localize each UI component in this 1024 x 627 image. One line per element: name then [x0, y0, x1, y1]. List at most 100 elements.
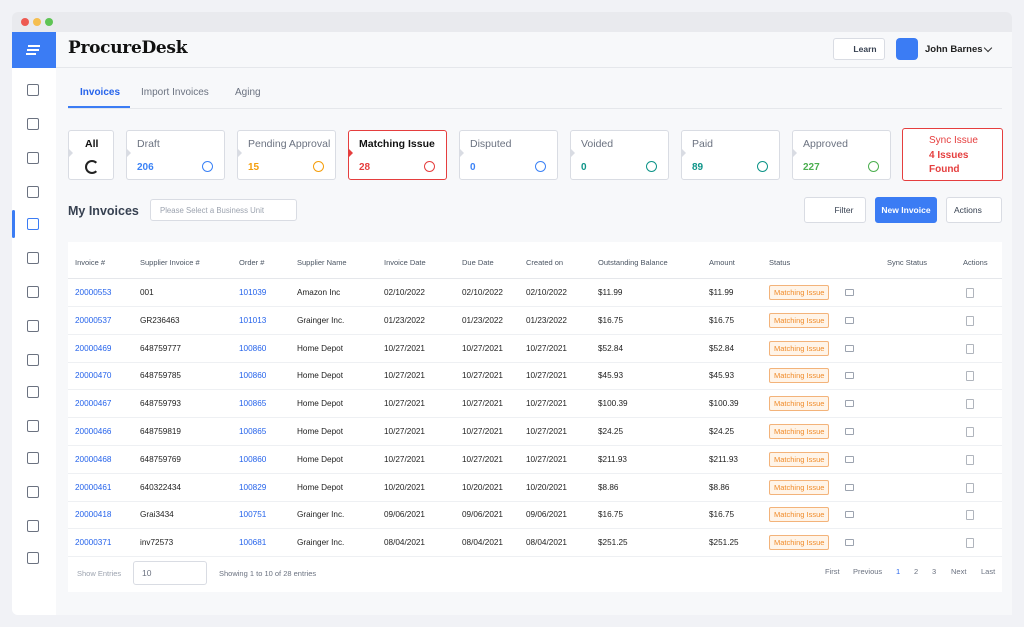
tab[interactable]: Aging [235, 87, 261, 98]
column-header[interactable]: Supplier Name [297, 258, 347, 267]
status-card[interactable]: Voided 0 [570, 130, 669, 180]
close-dot[interactable] [21, 18, 29, 26]
column-header[interactable]: Supplier Invoice # [140, 258, 200, 267]
nav-icon[interactable] [27, 520, 39, 532]
link-cell[interactable]: 100865 [239, 399, 267, 409]
delete-icon[interactable] [966, 454, 974, 465]
sync-issue-card[interactable]: Sync Issue 4 Issues Found [902, 128, 1003, 181]
actions-button[interactable]: Actions [946, 197, 1002, 223]
delete-icon[interactable] [966, 288, 974, 298]
table-cell: Home Depot [297, 454, 343, 464]
nav-icon[interactable] [27, 320, 39, 332]
nav-icon[interactable] [27, 420, 39, 432]
row-divider [68, 500, 1002, 502]
status-card[interactable]: Matching Issue 28 [348, 130, 447, 180]
nav-icon[interactable] [27, 354, 39, 366]
table-cell: $16.75 [709, 510, 735, 520]
status-card[interactable]: Draft 206 [126, 130, 225, 180]
delete-icon[interactable] [966, 427, 974, 437]
user-name[interactable]: John Barnes [925, 44, 983, 55]
nav-icon[interactable] [27, 84, 39, 96]
page-link[interactable]: Next [951, 567, 967, 576]
nav-icon[interactable] [27, 286, 39, 298]
link-cell[interactable]: 20000461 [75, 482, 112, 492]
tab[interactable]: Invoices [80, 87, 121, 98]
nav-icon[interactable] [27, 552, 39, 564]
maximize-dot[interactable] [45, 18, 53, 26]
link-cell[interactable]: 20000467 [75, 399, 112, 409]
column-header[interactable]: Amount [709, 258, 735, 267]
page-link[interactable]: First [825, 567, 840, 576]
business-unit-select[interactable]: Please Select a Business Unit [150, 199, 297, 221]
link-cell[interactable]: 100829 [239, 482, 267, 492]
table-cell: 09/06/2021 [462, 510, 503, 520]
nav-icon[interactable] [27, 452, 39, 464]
page-link[interactable]: Previous [853, 567, 883, 576]
link-cell[interactable]: 100860 [239, 371, 267, 381]
tab[interactable]: Import Invoices [141, 87, 209, 98]
page-link[interactable]: 2 [914, 567, 919, 576]
link-cell[interactable]: 20000553 [75, 288, 112, 297]
link-cell[interactable]: 20000371 [75, 538, 112, 548]
filter-button[interactable]: Filter [804, 197, 866, 223]
link-cell[interactable]: 101039 [239, 288, 267, 297]
learn-button[interactable]: Learn [833, 38, 885, 60]
page-link[interactable]: Last [981, 567, 996, 576]
title-bar [12, 12, 1012, 32]
sync-icon [845, 511, 854, 519]
delete-icon[interactable] [966, 371, 974, 382]
column-header[interactable]: Invoice Date [384, 258, 426, 267]
new-invoice-button[interactable]: New Invoice [875, 197, 937, 223]
delete-icon[interactable] [966, 399, 974, 410]
nav-icon[interactable] [27, 118, 39, 130]
nav-icon[interactable] [27, 186, 39, 198]
table-cell: 10/20/2021 [462, 482, 503, 492]
column-header[interactable]: Invoice # [75, 258, 106, 267]
link-cell[interactable]: 20000537 [75, 315, 112, 325]
delete-icon[interactable] [966, 538, 974, 549]
table-cell: 648759793 [140, 399, 181, 409]
nav-icon[interactable] [27, 486, 39, 498]
entries-input[interactable]: 10 [133, 561, 207, 585]
nav-icon[interactable] [27, 386, 39, 398]
link-cell[interactable]: 20000470 [75, 371, 112, 381]
column-header[interactable]: Outstanding Balance [598, 258, 668, 267]
link-cell[interactable]: 100860 [239, 343, 267, 353]
link-cell[interactable]: 100681 [239, 538, 267, 548]
delete-icon[interactable] [966, 343, 974, 354]
status-card[interactable]: Pending Approval 15 [237, 130, 336, 180]
sync-icon [845, 316, 854, 324]
page-link[interactable]: 3 [932, 567, 937, 576]
status-card[interactable]: Paid 89 [681, 130, 780, 180]
column-header[interactable]: Sync Status [887, 258, 928, 267]
link-cell[interactable]: 20000418 [75, 510, 112, 520]
nav-icon[interactable] [27, 218, 39, 230]
column-header[interactable]: Status [769, 258, 791, 267]
page-link[interactable]: 1 [896, 567, 901, 576]
link-cell[interactable]: 20000469 [75, 343, 112, 353]
column-header[interactable]: Due Date [462, 258, 494, 267]
link-cell[interactable]: 20000466 [75, 427, 112, 436]
link-cell[interactable]: 101013 [239, 315, 267, 325]
status-card[interactable]: Disputed 0 [459, 130, 558, 180]
column-header[interactable]: Actions [963, 258, 988, 267]
column-header[interactable]: Order # [239, 258, 265, 267]
status-card[interactable]: Approved 227 [792, 130, 891, 180]
menu-button[interactable] [12, 32, 56, 68]
table-cell: Grainger Inc. [297, 315, 345, 325]
table-cell: 01/23/2022 [462, 315, 503, 325]
link-cell[interactable]: 20000468 [75, 454, 112, 464]
column-header[interactable]: Created on [526, 258, 564, 267]
sidebar [12, 32, 57, 615]
link-cell[interactable]: 100865 [239, 427, 267, 436]
link-cell[interactable]: 100860 [239, 454, 267, 464]
nav-icon[interactable] [27, 252, 39, 264]
status-card[interactable]: All [68, 130, 114, 180]
delete-icon[interactable] [966, 510, 974, 521]
delete-icon[interactable] [966, 482, 974, 493]
avatar[interactable] [896, 38, 918, 60]
delete-icon[interactable] [966, 315, 974, 326]
link-cell[interactable]: 100751 [239, 510, 267, 520]
minimize-dot[interactable] [33, 18, 41, 26]
nav-icon[interactable] [27, 152, 39, 164]
